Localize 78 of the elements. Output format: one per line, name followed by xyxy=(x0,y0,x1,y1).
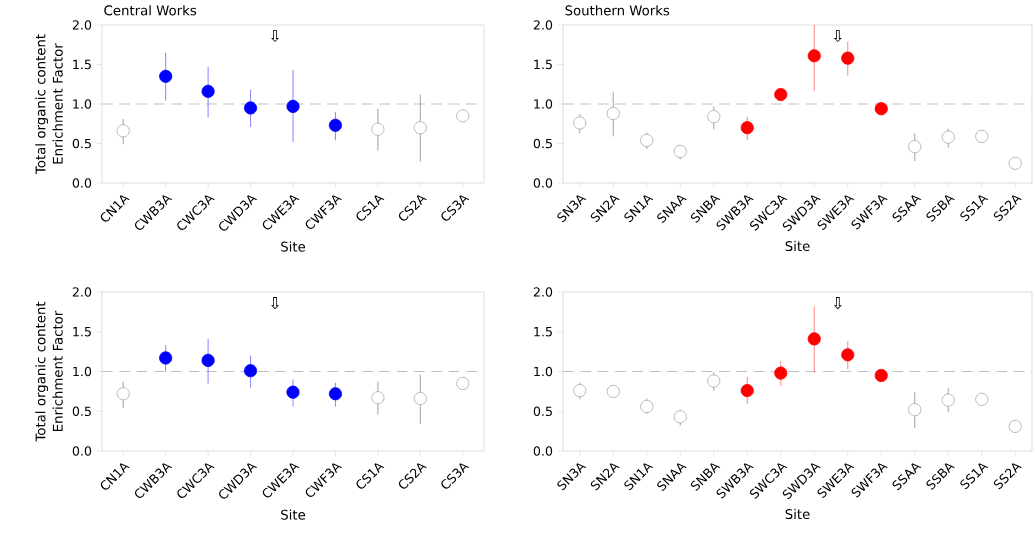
point xyxy=(908,140,922,154)
y-tick-label: 0.5 xyxy=(533,138,552,149)
point xyxy=(573,116,587,130)
point xyxy=(456,109,470,123)
point xyxy=(640,133,654,147)
point xyxy=(1008,419,1022,433)
point xyxy=(740,121,754,135)
point xyxy=(201,84,215,98)
y-tick-label: 2.0 xyxy=(533,287,553,297)
y-tick-label: 1.5 xyxy=(534,59,552,70)
point xyxy=(774,366,788,380)
y-axis-title: Total organic content Enrichment Factor xyxy=(35,301,63,442)
point xyxy=(116,124,130,138)
chart-title: Southern Works xyxy=(565,5,670,16)
annotation: ⇩ xyxy=(833,297,842,310)
y-axis-title: Total organic content Enrichment Factor xyxy=(35,34,63,175)
y-tick-label: 0.0 xyxy=(533,178,553,188)
point xyxy=(841,51,855,65)
point xyxy=(286,385,300,399)
point xyxy=(941,130,955,144)
point xyxy=(673,144,687,158)
y-tick-label: 1.0 xyxy=(73,99,92,109)
point xyxy=(941,393,955,407)
y-tick-label: 1.0 xyxy=(534,366,553,377)
chart-title: Central Works xyxy=(104,5,197,16)
point xyxy=(328,118,342,132)
y-tick-label: 2.0 xyxy=(533,20,553,30)
y-tick-label: 1.0 xyxy=(534,99,553,109)
x-axis-title: Site xyxy=(281,241,306,252)
point xyxy=(328,387,342,401)
point xyxy=(1008,156,1022,170)
point xyxy=(201,353,215,367)
point xyxy=(640,399,654,414)
annotation: ⇩ xyxy=(271,30,279,43)
y-tick-label: 0.5 xyxy=(72,138,91,149)
y-tick-label: 1.5 xyxy=(73,327,91,337)
point xyxy=(975,129,989,143)
point xyxy=(606,106,620,121)
point xyxy=(874,102,888,116)
point xyxy=(807,49,821,63)
point xyxy=(707,374,721,388)
point xyxy=(707,110,721,124)
y-tick-label: 0.0 xyxy=(72,178,92,188)
point xyxy=(371,122,385,136)
x-axis-title: Site xyxy=(785,508,810,520)
y-tick-label: 0.5 xyxy=(72,406,91,417)
point xyxy=(159,69,173,83)
point xyxy=(413,121,427,135)
annotation: ⇩ xyxy=(833,30,842,43)
point xyxy=(371,391,385,405)
point xyxy=(606,384,620,398)
point xyxy=(244,364,258,378)
point xyxy=(244,101,258,115)
point xyxy=(908,403,922,417)
annotation: ⇩ xyxy=(271,297,279,310)
point xyxy=(841,348,855,362)
point xyxy=(740,384,754,398)
point xyxy=(975,392,989,406)
y-tick-label: 0.0 xyxy=(72,446,92,456)
y-tick-label: 1.5 xyxy=(73,59,91,70)
y-tick-label: 0.0 xyxy=(533,446,553,456)
point xyxy=(673,410,687,424)
point xyxy=(159,351,173,365)
point xyxy=(774,87,788,102)
y-tick-label: 2.0 xyxy=(72,287,92,297)
point xyxy=(874,368,888,383)
point xyxy=(116,387,130,401)
y-tick-label: 1.0 xyxy=(73,366,92,377)
point xyxy=(456,376,470,390)
y-tick-label: 1.5 xyxy=(534,327,552,337)
point xyxy=(807,332,821,346)
x-axis-title: Site xyxy=(281,509,306,520)
point xyxy=(413,392,427,406)
point xyxy=(286,99,300,113)
point xyxy=(573,384,587,398)
x-axis-title: Site xyxy=(785,240,810,252)
y-tick-label: 2.0 xyxy=(72,20,92,30)
y-tick-label: 0.5 xyxy=(533,406,552,417)
